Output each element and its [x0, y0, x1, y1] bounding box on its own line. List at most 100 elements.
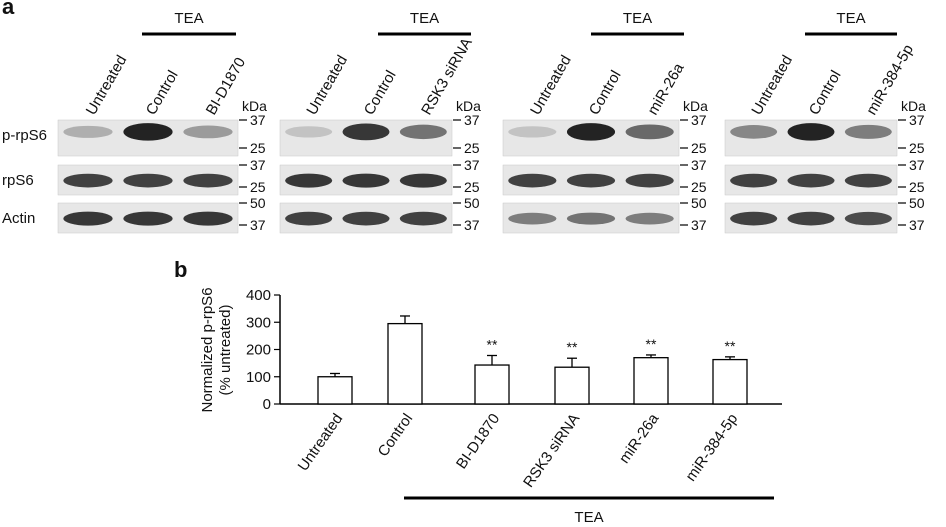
- blot-band: [787, 123, 835, 141]
- blot-band: [285, 211, 333, 226]
- blot-band: [844, 211, 892, 226]
- blot-band: [625, 212, 674, 225]
- blot-band: [730, 211, 778, 226]
- lane-label: miR-26a: [644, 60, 687, 118]
- blot-band: [123, 173, 173, 188]
- y-axis-label-line: (% untreated): [217, 305, 234, 396]
- blot-band: [566, 173, 616, 188]
- marker-label: 37: [691, 157, 707, 173]
- marker-label: 37: [464, 112, 480, 128]
- tea-label: TEA: [836, 10, 865, 27]
- blot-band: [566, 123, 616, 141]
- y-axis-label: Normalized p-rpS6 (% untreated): [199, 287, 234, 412]
- blot-band: [63, 173, 113, 188]
- blot-band: [63, 125, 113, 138]
- marker-label: 25: [909, 179, 925, 195]
- blot-band: [183, 173, 233, 188]
- y-tick-label: 300: [246, 314, 271, 331]
- kda-label: kDa: [901, 98, 926, 114]
- marker-label: 50: [691, 195, 707, 211]
- marker-label: 37: [250, 217, 266, 233]
- bar: [712, 358, 748, 405]
- bar: [633, 357, 669, 405]
- marker-label: 25: [691, 140, 707, 156]
- significance-mark: **: [567, 339, 578, 355]
- blot-band: [508, 173, 557, 188]
- blot-band: [844, 124, 892, 139]
- bar-chart: 0 100 200 300 400 Normalized p-rpS6 (% untreat…: [199, 287, 782, 526]
- marker-label: 25: [464, 179, 480, 195]
- blot-band: [625, 124, 674, 140]
- y-axis-label-line: Normalized p-rpS6: [199, 287, 216, 412]
- bar: [317, 376, 353, 405]
- lane-label: Control: [361, 68, 400, 118]
- marker-label: 37: [909, 157, 925, 173]
- tea-label: TEA: [623, 10, 652, 27]
- marker-label: 37: [250, 157, 266, 173]
- tea-label-chart: TEA: [574, 509, 603, 526]
- panel-b-label: b: [174, 257, 187, 282]
- blot-band: [285, 173, 333, 188]
- blot-band: [625, 173, 674, 188]
- blot-band: [787, 211, 835, 226]
- row-label-p-rps6: p-rpS6: [2, 127, 47, 144]
- blot-band: [730, 125, 778, 139]
- row-labels: p-rpS6 rpS6 Actin: [2, 127, 47, 227]
- marker-label: 50: [464, 195, 480, 211]
- blot-band: [342, 173, 390, 188]
- marker-label: 37: [909, 112, 925, 128]
- marker-label: 37: [691, 112, 707, 128]
- y-tick-label: 200: [246, 342, 271, 359]
- blot-band: [566, 212, 616, 225]
- blot-band: [183, 125, 233, 139]
- blot-band: [399, 173, 447, 188]
- kda-label: kDa: [242, 98, 267, 114]
- blot-band: [63, 211, 113, 226]
- blot-band: [508, 212, 557, 225]
- lane-label: Control: [806, 68, 845, 118]
- blot-band: [123, 211, 173, 226]
- y-tick-label: 100: [246, 369, 271, 386]
- marker-label: 25: [464, 140, 480, 156]
- marker-label: 37: [464, 217, 480, 233]
- x-tick-label: Untreated: [295, 411, 347, 475]
- significance-mark: **: [646, 336, 657, 352]
- blot-band: [730, 173, 778, 188]
- lane-label: Control: [143, 68, 182, 118]
- lane-label: Untreated: [527, 52, 575, 118]
- blot-band: [183, 211, 233, 226]
- significance-mark: **: [487, 336, 498, 352]
- y-tick-label: 400: [246, 287, 271, 304]
- blot-band: [508, 126, 557, 138]
- blot-band: [787, 173, 835, 188]
- kda-label: kDa: [456, 98, 481, 114]
- marker-label: 25: [909, 140, 925, 156]
- lane-label: Untreated: [748, 52, 796, 118]
- marker-label: 25: [250, 179, 266, 195]
- x-tick-label: miR-384-5p: [682, 411, 741, 485]
- lane-label: Control: [586, 68, 625, 118]
- marker-label: 50: [909, 195, 925, 211]
- blot-band: [342, 211, 390, 226]
- x-tick-label: Control: [375, 411, 417, 460]
- marker-label: 37: [250, 112, 266, 128]
- bar: [554, 366, 590, 405]
- blot-band: [285, 126, 333, 138]
- tea-label: TEA: [174, 10, 203, 27]
- x-tick-label: BI-D1870: [453, 411, 503, 473]
- bar: [387, 322, 423, 405]
- blot-band: [123, 123, 173, 141]
- panel-a-label: a: [2, 0, 15, 19]
- y-tick-label: 0: [263, 396, 271, 413]
- blot-band: [399, 211, 447, 226]
- blot-band: [844, 173, 892, 188]
- marker-label: 37: [464, 157, 480, 173]
- tea-label: TEA: [410, 10, 439, 27]
- significance-mark: **: [725, 338, 736, 354]
